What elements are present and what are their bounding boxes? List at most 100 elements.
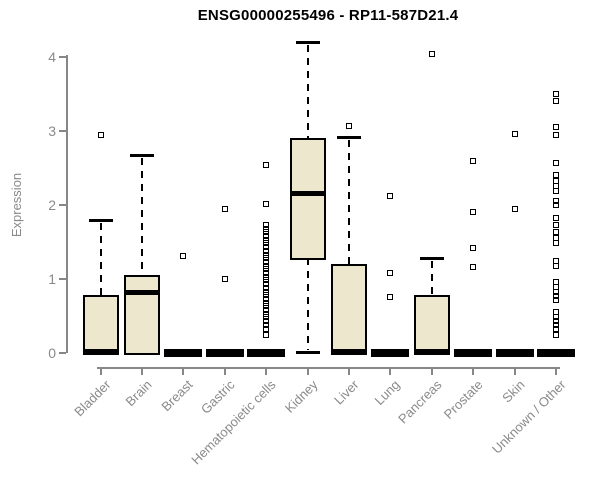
x-axis-tick <box>347 369 350 375</box>
outlier-unknown-other <box>552 325 559 332</box>
outlier-unknown-other <box>552 124 559 131</box>
chart-title: ENSG00000255496 - RP11-587D21.4 <box>197 7 459 24</box>
outlier-bladder <box>97 131 104 138</box>
x-axis-tick <box>430 369 433 375</box>
median-liver <box>330 348 367 354</box>
outlier-unknown-other <box>552 215 559 222</box>
outlier-hematopoietic-cells <box>263 236 270 243</box>
outlier-unknown-other <box>552 97 559 104</box>
box-brain <box>123 275 160 355</box>
outlier-unknown-other <box>552 318 559 325</box>
x-axis-tick <box>223 369 226 375</box>
x-axis-tick <box>306 369 309 375</box>
outlier-hematopoietic-cells <box>263 262 270 269</box>
outlier-unknown-other <box>552 187 559 194</box>
upper-whisker-cap-bladder <box>88 218 113 222</box>
outlier-unknown-other <box>552 313 559 320</box>
outlier-hematopoietic-cells <box>263 233 270 240</box>
upper-whisker-liver <box>347 139 350 265</box>
outlier-unknown-other <box>552 198 559 205</box>
outlier-lung <box>387 193 394 200</box>
outlier-unknown-other <box>552 284 559 291</box>
upper-whisker-bladder <box>99 222 102 296</box>
outlier-hematopoietic-cells <box>263 200 270 207</box>
outlier-hematopoietic-cells <box>263 288 270 295</box>
outlier-hematopoietic-cells <box>263 240 270 247</box>
upper-whisker-cap-pancreas <box>419 256 444 260</box>
outlier-hematopoietic-cells <box>263 321 270 328</box>
outlier-hematopoietic-cells <box>263 225 270 232</box>
lower-whisker-cap-kidney <box>295 351 320 355</box>
outlier-hematopoietic-cells <box>263 247 270 254</box>
outlier-hematopoietic-cells <box>263 303 270 310</box>
outlier-hematopoietic-cells <box>263 318 270 325</box>
outlier-hematopoietic-cells <box>263 307 270 314</box>
y-tick-label: 4 <box>48 49 56 65</box>
outlier-hematopoietic-cells <box>263 277 270 284</box>
y-axis-tick <box>59 56 66 58</box>
x-axis-tick <box>182 369 185 375</box>
outlier-unknown-other <box>552 293 559 300</box>
outlier-unknown-other <box>552 321 559 328</box>
outlier-prostate <box>470 209 477 216</box>
outlier-unknown-other <box>552 202 559 208</box>
y-axis-line <box>66 55 68 353</box>
outlier-breast <box>180 253 187 260</box>
y-axis-tick <box>59 278 66 280</box>
y-tick-label: 1 <box>48 271 56 287</box>
outlier-hematopoietic-cells <box>263 266 270 273</box>
outlier-unknown-other <box>552 309 559 316</box>
upper-whisker-brain <box>140 158 143 276</box>
median-bladder <box>82 348 119 354</box>
y-tick-label: 2 <box>48 197 56 213</box>
outlier-hematopoietic-cells <box>263 332 270 339</box>
outlier-unknown-other <box>552 91 559 97</box>
upper-whisker-cap-kidney <box>295 41 320 45</box>
outlier-unknown-other <box>552 221 559 228</box>
outlier-hematopoietic-cells <box>263 255 270 262</box>
collapsed-box-gastric <box>205 349 244 357</box>
upper-whisker-cap-brain <box>129 154 154 158</box>
collapsed-box-breast <box>164 349 203 357</box>
outlier-liver <box>345 122 352 129</box>
median-brain <box>123 290 160 296</box>
y-axis-tick <box>59 204 66 206</box>
outlier-hematopoietic-cells <box>263 251 270 258</box>
outlier-hematopoietic-cells <box>263 258 270 265</box>
outlier-unknown-other <box>552 296 559 303</box>
outlier-unknown-other <box>552 263 559 270</box>
outlier-prostate <box>470 264 477 271</box>
outlier-hematopoietic-cells <box>263 162 270 169</box>
outlier-lung <box>387 293 394 300</box>
outlier-unknown-other <box>552 131 559 138</box>
collapsed-box-lung <box>371 349 410 357</box>
outlier-gastric <box>221 276 228 282</box>
outlier-unknown-other <box>552 239 559 246</box>
y-axis-tick <box>59 130 66 132</box>
x-axis-tick <box>265 369 268 375</box>
median-kidney <box>289 191 326 197</box>
y-tick-label: 3 <box>48 123 56 139</box>
outlier-prostate <box>470 244 477 251</box>
outlier-hematopoietic-cells <box>263 314 270 321</box>
collapsed-box-unknown-other <box>536 349 575 357</box>
outlier-hematopoietic-cells <box>263 284 270 291</box>
x-axis-tick <box>140 369 143 375</box>
outlier-prostate <box>470 157 477 164</box>
outlier-hematopoietic-cells <box>263 281 270 288</box>
outlier-hematopoietic-cells <box>263 244 270 251</box>
outlier-hematopoietic-cells <box>263 221 270 228</box>
x-axis-line <box>97 367 560 369</box>
x-axis-tick <box>99 369 102 375</box>
outlier-hematopoietic-cells <box>263 273 270 280</box>
outlier-hematopoietic-cells <box>263 295 270 302</box>
outlier-unknown-other <box>552 159 559 166</box>
collapsed-box-hematopoietic-cells <box>247 349 286 357</box>
box-liver <box>330 264 367 355</box>
outlier-hematopoietic-cells <box>263 299 270 306</box>
upper-whisker-pancreas <box>430 260 433 296</box>
outlier-skin <box>511 205 518 212</box>
y-axis-label: Expression <box>9 172 24 238</box>
collapsed-box-prostate <box>454 349 493 357</box>
